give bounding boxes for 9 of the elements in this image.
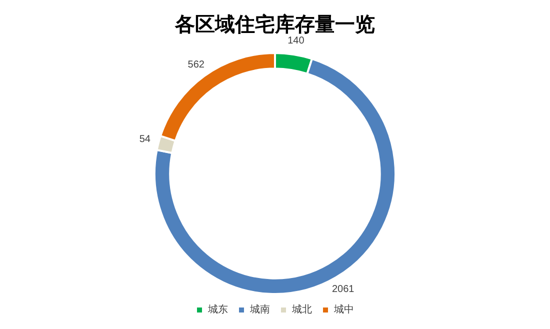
data-label: 140 — [288, 35, 305, 46]
legend-label: 城北 — [291, 304, 312, 316]
data-label: 562 — [188, 59, 205, 70]
legend-label: 城中 — [333, 304, 354, 316]
chart-title: 各区域住宅库存量一览 — [174, 12, 375, 36]
data-label: 2061 — [332, 284, 355, 296]
legend-label: 城东 — [207, 304, 228, 316]
legend-label: 城南 — [249, 304, 270, 316]
data-label: 54 — [139, 134, 151, 146]
